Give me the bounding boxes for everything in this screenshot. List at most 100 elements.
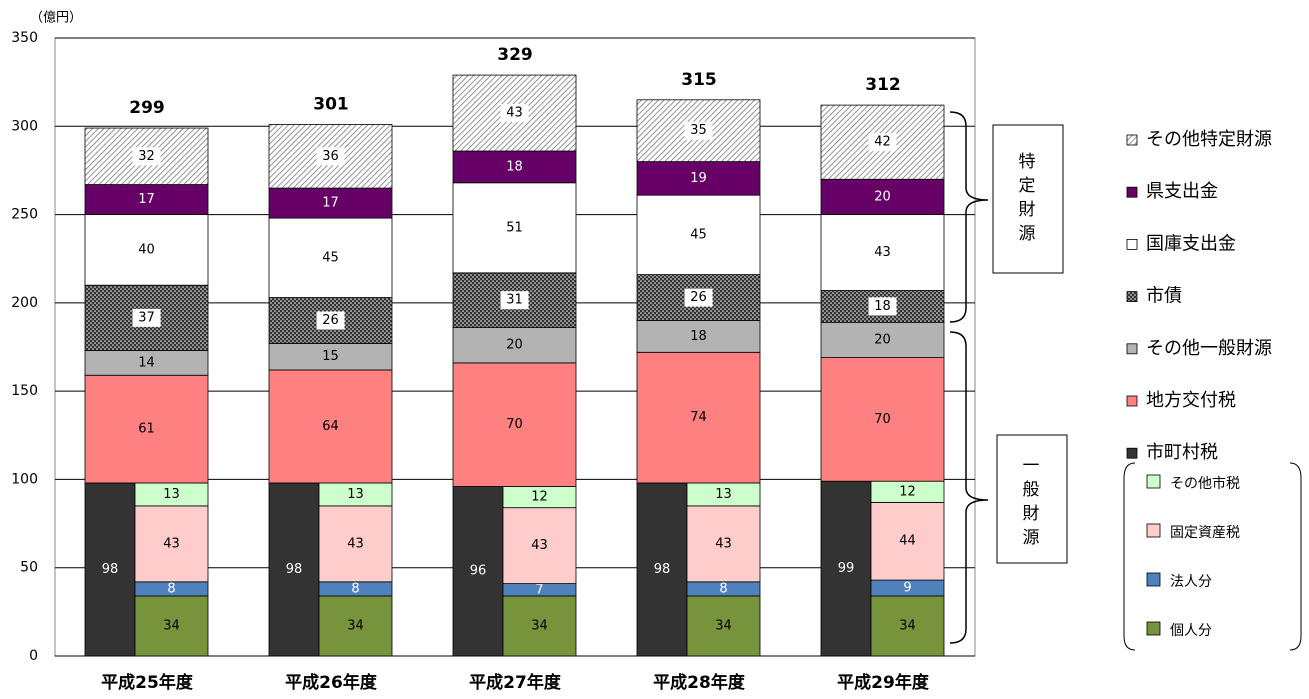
data-label: 26: [690, 290, 707, 305]
total-label: 301: [313, 95, 349, 115]
x-tick-label: 平成26年度: [285, 672, 378, 693]
legend-marker: [1126, 291, 1138, 303]
data-label: 31: [506, 293, 523, 308]
data-label: 98: [102, 562, 119, 577]
legend-marker: [1126, 134, 1138, 146]
data-label: 17: [138, 192, 155, 207]
data-label: 43: [347, 536, 364, 551]
bar-segment: [452, 486, 504, 657]
total-label: 299: [129, 98, 165, 118]
data-label: 12: [899, 484, 916, 499]
bar-segment: [820, 357, 945, 482]
data-label: 17: [322, 196, 339, 211]
data-label: 44: [899, 534, 916, 549]
label-bg: [684, 121, 713, 140]
x-tick-label: 平成28年度: [653, 672, 746, 693]
group-label: 一般財源: [1023, 456, 1042, 548]
legend-marker: [1146, 621, 1161, 636]
data-label: 7: [535, 582, 543, 597]
total-label: 315: [681, 70, 717, 90]
legend-marker: [1126, 447, 1138, 459]
data-label: 8: [167, 581, 175, 596]
y-tick-label: 150: [11, 383, 38, 399]
total-label: 329: [497, 45, 533, 65]
bar-segment: [502, 595, 577, 657]
data-label: 99: [838, 561, 855, 576]
bar-segment: [268, 482, 320, 657]
legend-label: 個人分: [1170, 623, 1212, 639]
legend-label: 固定資産税: [1170, 525, 1240, 541]
bar-segment: [452, 362, 577, 487]
legend-marker: [1126, 343, 1138, 355]
bar-segment: [268, 124, 393, 189]
x-tick-label: 平成29年度: [837, 672, 930, 693]
legend-label: 市債: [1146, 286, 1182, 307]
legend-label: その他一般財源: [1146, 338, 1272, 359]
data-label: 43: [531, 538, 548, 553]
y-tick-label: 250: [11, 207, 38, 223]
data-label: 20: [874, 332, 891, 347]
bar-segment: [268, 369, 393, 484]
data-label: 20: [874, 189, 891, 204]
label-bg: [868, 297, 897, 316]
x-tick-label: 平成27年度: [469, 672, 562, 693]
legend-marker: [1126, 238, 1138, 250]
bar-segment: [134, 505, 209, 583]
x-tick-label: 平成25年度: [101, 672, 194, 693]
data-label: 18: [874, 299, 891, 314]
bar-segment: [820, 178, 945, 215]
group-box: [992, 124, 1064, 274]
total-label: 312: [865, 75, 901, 95]
bar-segment: [452, 182, 577, 274]
legend-label: 国庫支出金: [1146, 233, 1236, 254]
label-bg: [132, 147, 161, 166]
data-label: 45: [690, 227, 707, 242]
legend-marker: [1146, 474, 1161, 489]
bar-segment: [268, 187, 393, 219]
data-label: 26: [322, 313, 339, 328]
label-bg: [316, 147, 345, 166]
bar-segment: [452, 150, 577, 184]
data-label: 37: [138, 310, 155, 325]
data-label: 98: [286, 562, 303, 577]
group-label: 特定財源: [1019, 152, 1038, 244]
data-label: 12: [531, 490, 548, 505]
y-tick-label: 350: [11, 30, 38, 46]
label-bg: [500, 104, 529, 123]
data-label: 18: [690, 329, 707, 344]
data-label: 96: [470, 564, 487, 579]
bar-segment: [870, 595, 945, 657]
data-label: 34: [163, 618, 180, 633]
legend-marker: [1146, 572, 1161, 587]
data-label: 43: [715, 536, 732, 551]
data-label: 64: [322, 419, 339, 434]
data-label: 43: [163, 536, 180, 551]
legend-label: 市町村税: [1146, 442, 1218, 463]
bar-segment: [134, 595, 209, 657]
bar-segment: [84, 350, 209, 376]
legend-label: その他市税: [1170, 475, 1240, 492]
bar-segment: [502, 507, 577, 585]
legend-marker: [1126, 395, 1138, 407]
data-label: 34: [347, 618, 364, 633]
data-label: 45: [322, 250, 339, 265]
bar-segment: [268, 343, 393, 371]
data-label: 70: [506, 417, 523, 432]
label-bg: [132, 308, 161, 327]
bar-segment: [318, 595, 393, 657]
data-label: 51: [506, 220, 523, 235]
label-bg: [500, 291, 529, 310]
bar-segment: [820, 321, 945, 358]
legend-bracket: [1123, 462, 1302, 651]
y-tick-label: 0: [29, 648, 38, 664]
bar-segment: [84, 374, 209, 484]
data-label: 43: [874, 245, 891, 260]
data-label: 18: [506, 159, 523, 174]
data-label: 35: [690, 123, 707, 138]
label-bg: [868, 133, 897, 152]
data-label: 9: [903, 581, 911, 596]
data-label: 14: [138, 355, 155, 370]
legend-marker: [1126, 186, 1138, 198]
legend-label: 地方交付税: [1146, 390, 1236, 411]
data-label: 36: [322, 149, 339, 164]
